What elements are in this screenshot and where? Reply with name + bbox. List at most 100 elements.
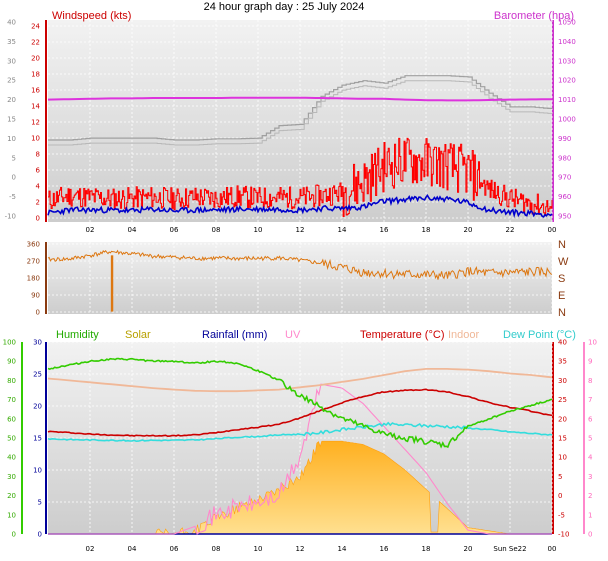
gray-tick-label: -10 <box>5 213 16 221</box>
uv-tick-label: 10 <box>588 339 597 347</box>
uv-tick-label: 0 <box>588 531 592 539</box>
temp-tick-label: 15 <box>558 435 567 443</box>
humidity-tick-label: 50 <box>7 435 16 443</box>
direction-tick-label: 270 <box>27 258 40 266</box>
baro-tick-label: 1050 <box>558 19 576 27</box>
uv-tick-label: 1 <box>588 511 592 519</box>
time-tick-label: 10 <box>254 226 263 234</box>
humidity-tick-label: 100 <box>3 339 16 347</box>
time-tick-label: 14 <box>338 226 347 234</box>
humidity-line <box>47 357 553 449</box>
time-tick-label: 18 <box>422 226 431 234</box>
indoor-header: Indoor <box>448 329 480 341</box>
direction-line <box>47 249 553 280</box>
temp-tick-label: 30 <box>558 377 567 385</box>
compass-label: N <box>558 239 566 251</box>
indoor-line <box>47 368 553 393</box>
uv-tick-label: 3 <box>588 473 592 481</box>
rain-tick-label: 5 <box>38 499 42 507</box>
graph-title: 24 hour graph day : 25 July 2024 <box>204 1 365 13</box>
rain-tick-label: 25 <box>33 371 42 379</box>
compass-label: N <box>558 307 566 319</box>
temp-time-tick-label: Sun Se22 <box>493 545 526 553</box>
time-tick-label: 16 <box>380 226 389 234</box>
baro-tick-label: 990 <box>558 135 571 143</box>
temp-tick-label: 20 <box>558 415 567 423</box>
gray-series-line <box>48 75 553 141</box>
solar-header: Solar <box>125 329 151 341</box>
humidity-tick-label: 40 <box>7 454 16 462</box>
rain-tick-label: 15 <box>33 435 42 443</box>
gray-tick-label: 20 <box>7 96 16 104</box>
gray-tick-label: 30 <box>7 57 16 65</box>
temp-tick-label: -5 <box>558 511 565 519</box>
wind-tick-label: 2 <box>36 199 40 207</box>
temp-tick-label: 35 <box>558 358 567 366</box>
rain-tick-label: 20 <box>33 403 42 411</box>
temp-tick-label: 10 <box>558 454 567 462</box>
temp-time-tick-label: 00 <box>548 545 557 553</box>
temperature-header: Temperature (°C) <box>360 329 444 341</box>
temp-time-tick-label: 18 <box>422 545 431 553</box>
temp-time-tick-label: 02 <box>86 545 95 553</box>
temperature-line <box>47 388 553 438</box>
humidity-tick-label: 90 <box>7 358 16 366</box>
rain-tick-label: 30 <box>33 339 42 347</box>
humidity-tick-label: 20 <box>7 492 16 500</box>
direction-tick-label: 360 <box>27 241 40 249</box>
temp-time-tick-label: 08 <box>212 545 221 553</box>
temp-tick-label: 25 <box>558 396 567 404</box>
temp-time-tick-label: 14 <box>338 545 347 553</box>
humidity-tick-label: 30 <box>7 473 16 481</box>
wind-tick-label: 0 <box>36 215 40 223</box>
wind-tick-label: 4 <box>36 183 41 191</box>
rain-tick-label: 10 <box>33 467 42 475</box>
temp-tick-label: 5 <box>558 473 562 481</box>
gray-tick-label: 40 <box>7 19 16 27</box>
baro-tick-label: 1040 <box>558 38 576 46</box>
gray-tick-label: 5 <box>12 154 16 162</box>
wind-barometer-panel: Windspeed (kts) Barometer (hpa) 24222018… <box>5 10 576 234</box>
temp-time-tick-label: 20 <box>464 545 473 553</box>
gray-tick-label: 25 <box>7 77 16 85</box>
uv-tick-label: 5 <box>588 435 592 443</box>
wind-tick-label: 24 <box>31 23 40 31</box>
baro-tick-label: 1000 <box>558 116 576 124</box>
humidity-header: Humidity <box>56 329 99 341</box>
barometer-label: Barometer (hpa) <box>494 10 574 22</box>
dewpoint-line <box>47 421 553 443</box>
humidity-tick-label: 70 <box>7 396 16 404</box>
temp-tick-label: -10 <box>558 531 569 539</box>
temperature-panel: Humidity Solar Rainfall (mm) UV Temperat… <box>3 329 597 553</box>
uv-tick-label: 8 <box>588 377 592 385</box>
gray-tick-label: 35 <box>7 38 16 46</box>
humidity-tick-label: 60 <box>7 415 16 423</box>
rainfall-header: Rainfall (mm) <box>202 329 267 341</box>
time-tick-label: 04 <box>128 226 137 234</box>
time-tick-label: 06 <box>170 226 179 234</box>
rain-tick-label: 0 <box>38 531 42 539</box>
baro-tick-label: 980 <box>558 154 571 162</box>
temp-time-tick-label: 06 <box>170 545 179 553</box>
dewpoint-header: Dew Point (°C) <box>503 329 576 341</box>
gray-tick-label: 15 <box>7 116 16 124</box>
gray-series-line-2 <box>48 80 553 146</box>
uv-tick-label: 6 <box>588 415 593 423</box>
compass-label: W <box>558 256 569 268</box>
baro-tick-label: 1020 <box>558 77 576 85</box>
gray-tick-label: 0 <box>12 174 16 182</box>
temp-tick-label: 0 <box>558 492 562 500</box>
humidity-tick-label: 0 <box>12 531 16 539</box>
humidity-tick-label: 80 <box>7 377 16 385</box>
gray-tick-label: 10 <box>7 135 16 143</box>
wind-tick-label: 14 <box>31 103 40 111</box>
temp-time-tick-label: 16 <box>380 545 389 553</box>
uv-tick-label: 9 <box>588 358 592 366</box>
temp-tick-label: 40 <box>558 339 567 347</box>
time-tick-label: 00 <box>548 226 557 234</box>
windspeed-line <box>47 193 553 219</box>
wind-tick-label: 12 <box>31 119 40 127</box>
wind-tick-label: 8 <box>36 151 40 159</box>
